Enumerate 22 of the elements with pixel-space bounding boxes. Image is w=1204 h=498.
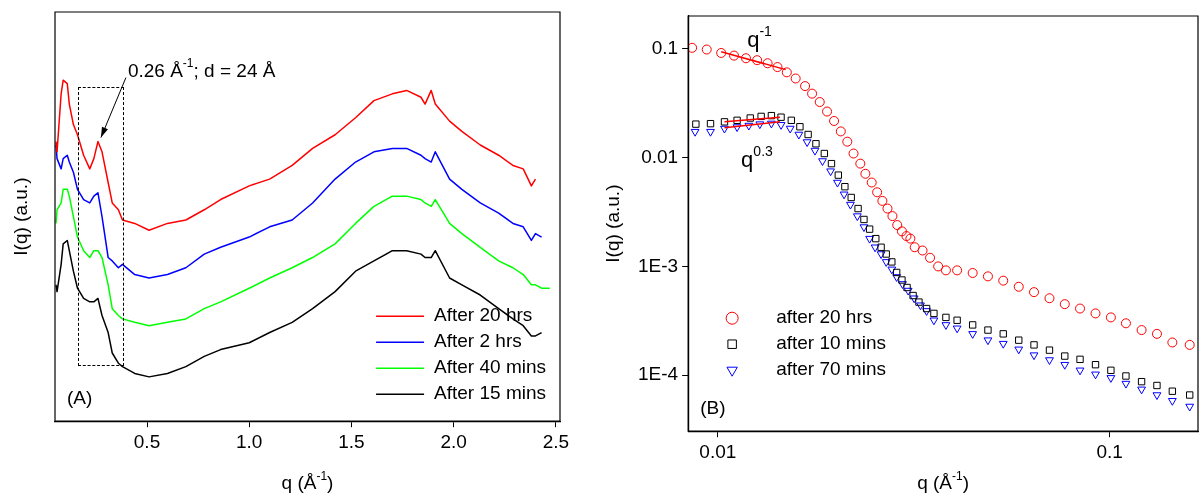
- x-tick-label: 2.5: [542, 430, 570, 452]
- legend-label: after 70 mins: [776, 358, 886, 380]
- y-axis-title: I(q) (a.u.): [602, 184, 624, 263]
- x-tick-label: 1.5: [338, 430, 365, 452]
- legend-label: After 15 mins: [434, 382, 547, 404]
- legend-label: After 40 mins: [434, 356, 547, 378]
- annotation: (A): [67, 387, 93, 409]
- y-axis-title: I(q) (a.u.): [10, 177, 32, 256]
- legend-label: After 2 hrs: [434, 330, 522, 352]
- annotation: (B): [700, 397, 726, 419]
- x-tick-label: 0.01: [699, 440, 737, 462]
- y-tick-label: 1E-3: [637, 254, 679, 276]
- y-tick-label: 0.1: [651, 36, 679, 58]
- x-tick-label: 0.1: [1096, 440, 1123, 462]
- x-tick-label: 1.0: [236, 430, 263, 452]
- x-tick-label: 0.5: [133, 430, 161, 452]
- legend-label: after 10 mins: [776, 332, 886, 354]
- y-tick-label: 1E-4: [637, 363, 679, 385]
- y-tick-label: 0.01: [641, 145, 679, 167]
- legend-label: After 20 hrs: [434, 304, 533, 326]
- legend-label: after 20 hrs: [776, 306, 873, 328]
- x-tick-label: 2.0: [440, 430, 467, 452]
